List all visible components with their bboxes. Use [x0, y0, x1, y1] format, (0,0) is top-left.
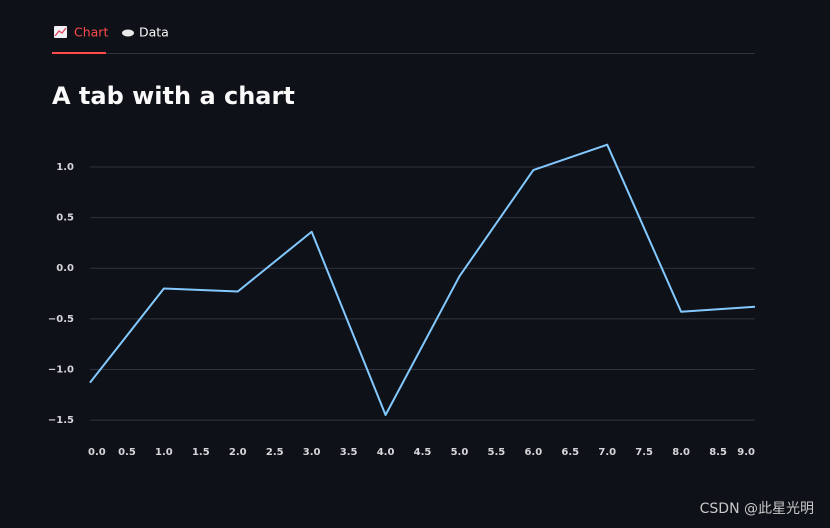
- tab-icon: [122, 29, 134, 37]
- y-tick-label: 0.0: [56, 263, 74, 274]
- x-tick-label: 5.5: [488, 447, 506, 458]
- watermark: CSDN @此星光明: [700, 501, 814, 517]
- x-tick-label: 0.5: [118, 447, 136, 458]
- plot: −1.5 −1.0 −0.5 0.0 0.5 1.0 0.0 0.5 1.0 1.5 2.0 2.5 3…: [48, 143, 756, 458]
- y-tick-label: 0.5: [56, 213, 74, 224]
- x-tick-label: 7.0: [598, 447, 616, 458]
- y-tick-label: −1.0: [48, 364, 74, 375]
- y-tick-label: −1.5: [48, 415, 74, 426]
- tab-chart[interactable]: Chart: [54, 25, 108, 40]
- data-line: [89, 143, 756, 417]
- x-tick-label: 1.5: [192, 447, 210, 458]
- x-tick-label: 2.5: [266, 447, 284, 458]
- tab-label[interactable]: Chart: [74, 25, 108, 40]
- y-tick-label: −0.5: [48, 314, 74, 325]
- chart-title: A tab with a chart: [52, 82, 295, 110]
- x-tick-label: 6.0: [524, 447, 542, 458]
- x-tick-label: 5.0: [451, 447, 469, 458]
- tab-label[interactable]: Data: [139, 25, 169, 40]
- x-tick-label: 4.0: [377, 447, 395, 458]
- tab-data[interactable]: Data: [122, 25, 169, 40]
- x-tick-label: 3.0: [303, 447, 321, 458]
- x-tick-label: 6.5: [561, 447, 579, 458]
- x-tick-label: 7.5: [635, 447, 653, 458]
- x-tick-label: 8.0: [672, 447, 690, 458]
- tab-icon-line: [54, 27, 67, 37]
- y-tick-label: 1.0: [56, 162, 74, 173]
- x-tick-label: 2.0: [229, 447, 247, 458]
- x-tick-label: 3.5: [340, 447, 358, 458]
- x-tick-label: 4.5: [414, 447, 432, 458]
- x-tick-label: 9.0: [737, 447, 755, 458]
- x-tick-label: 0.0: [88, 447, 106, 458]
- x-tick-label: 8.5: [709, 447, 727, 458]
- x-tick-label: 1.0: [155, 447, 173, 458]
